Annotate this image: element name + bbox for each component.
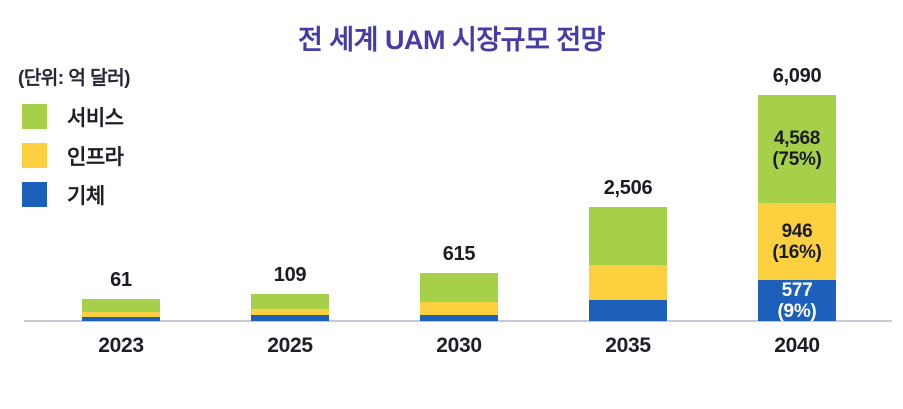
x-axis-label-2030: 2030 bbox=[436, 334, 482, 357]
x-axis-label-2035: 2035 bbox=[605, 334, 651, 357]
bar-2030-segment-vehicle bbox=[420, 315, 498, 321]
total-label-2035: 2,506 bbox=[603, 177, 653, 199]
legend-swatch-infra bbox=[22, 143, 47, 168]
bar-2023-segment-vehicle bbox=[82, 317, 160, 321]
bar-2035-segment-vehicle bbox=[589, 300, 667, 321]
bar-2025 bbox=[251, 294, 329, 321]
legend-swatch-services bbox=[22, 104, 47, 129]
bar-2025-segment-infra bbox=[251, 309, 329, 315]
bar-2023-segment-infra bbox=[82, 312, 160, 317]
legend-label-vehicle: 기체 bbox=[67, 184, 105, 208]
legend-swatch-vehicle bbox=[22, 182, 47, 207]
chart-title: 전 세계 UAM 시장규모 전망 bbox=[297, 25, 606, 55]
total-label-2023: 61 bbox=[110, 269, 132, 291]
total-label-2025: 109 bbox=[273, 264, 307, 286]
legend-label-infra: 인프라 bbox=[67, 145, 124, 169]
x-axis-label-2023: 2023 bbox=[98, 334, 144, 357]
unit-label: (단위: 억 달러) bbox=[18, 68, 130, 89]
segment-value-label-services: 4,568 (75%) bbox=[772, 128, 822, 170]
bar-2030-segment-services bbox=[420, 273, 498, 302]
x-axis-label-2025: 2025 bbox=[267, 334, 313, 357]
bar-2023 bbox=[82, 299, 160, 321]
bar-2025-segment-services bbox=[251, 294, 329, 309]
bar-2040-segment-services: 4,568 (75%) bbox=[758, 95, 836, 203]
legend-item-infra: 인프라 bbox=[22, 143, 124, 169]
bar-2040: 577 (9%) 946 (16%) 4,568 (75%) bbox=[758, 95, 836, 322]
bar-2030-segment-infra bbox=[420, 302, 498, 315]
segment-value-label-vehicle: 577 (9%) bbox=[777, 279, 817, 322]
bar-2030 bbox=[420, 273, 498, 321]
bar-2025-segment-vehicle bbox=[251, 315, 329, 321]
bar-2023-segment-services bbox=[82, 299, 160, 312]
bar-2040-segment-vehicle: 577 (9%) bbox=[758, 279, 836, 322]
bar-2040-segment-infra: 946 (16%) bbox=[758, 203, 836, 280]
segment-value-label-infra: 946 (16%) bbox=[772, 220, 822, 263]
x-axis-baseline bbox=[24, 320, 892, 322]
total-label-2040: 6,090 bbox=[772, 65, 822, 87]
legend-label-services: 서비스 bbox=[67, 106, 124, 130]
legend-item-services: 서비스 bbox=[22, 104, 124, 130]
x-axis-label-2040: 2040 bbox=[774, 334, 820, 357]
bar-2035 bbox=[589, 207, 667, 321]
legend-item-vehicle: 기체 bbox=[22, 182, 123, 208]
bar-2035-segment-services bbox=[589, 207, 667, 265]
bar-2035-segment-infra bbox=[589, 265, 667, 300]
total-label-2030: 615 bbox=[442, 243, 476, 265]
